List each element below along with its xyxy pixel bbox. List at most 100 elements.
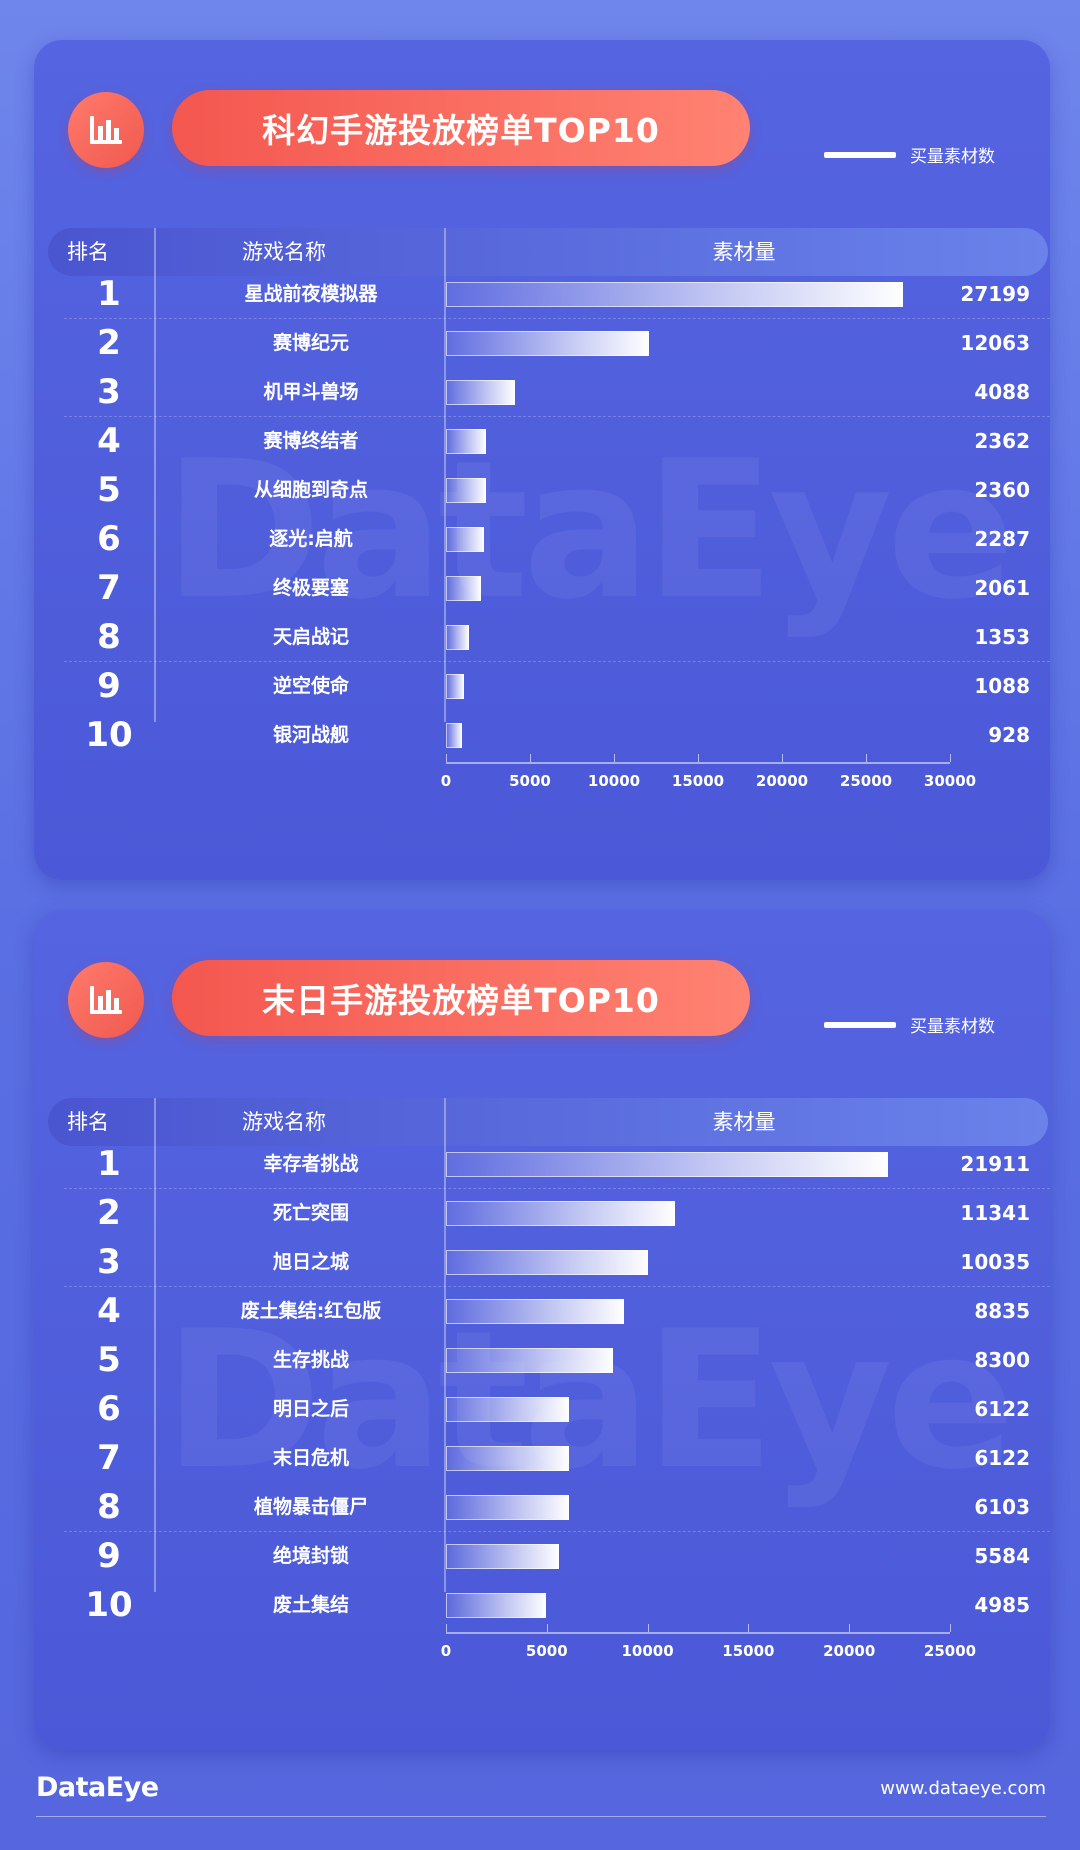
column-divider (444, 228, 446, 722)
value-label: 5584 (974, 1544, 1030, 1568)
header-rank: 排名 (67, 1110, 109, 1134)
header-value: 素材量 (712, 1110, 776, 1134)
rank-label: 10 (85, 1585, 133, 1625)
x-tick (748, 1624, 750, 1632)
rank-label: 1 (97, 274, 121, 314)
bar (446, 1397, 570, 1422)
bar (446, 674, 465, 699)
chart-card-apocalypse: DataEye 末日手游投放榜单TOP10 买量素材数 排名 游戏名称 素材量 … (34, 910, 1050, 1750)
legend-label: 买量素材数 (910, 147, 995, 167)
bar (446, 1544, 559, 1569)
table-row: 9 绝境封锁 5584 (64, 1532, 1050, 1581)
rank-label: 3 (97, 1242, 121, 1282)
game-name-label: 从细胞到奇点 (253, 479, 368, 501)
x-tick-label: 20000 (823, 1642, 876, 1660)
rank-label: 6 (97, 1389, 121, 1429)
bar (446, 1495, 570, 1520)
value-label: 6103 (974, 1495, 1030, 1519)
x-tick-label: 15000 (671, 772, 725, 790)
game-name-label: 银河战舰 (272, 724, 349, 746)
rank-label: 3 (97, 372, 121, 412)
column-divider (154, 1098, 156, 1592)
game-name-label: 星战前夜模拟器 (244, 283, 378, 305)
value-label: 4088 (974, 380, 1030, 404)
bar (446, 1152, 888, 1177)
game-name-label: 旭日之城 (272, 1251, 349, 1273)
game-name-label: 生存挑战 (272, 1349, 349, 1371)
column-divider (444, 1098, 446, 1592)
value-label: 2360 (974, 478, 1030, 502)
x-axis-line (446, 762, 950, 764)
x-tick (446, 754, 447, 762)
game-name-label: 末日危机 (272, 1447, 349, 1469)
game-name-label: 赛博终结者 (263, 430, 359, 452)
value-label: 1353 (974, 625, 1030, 649)
game-name-label: 赛博纪元 (272, 332, 349, 354)
game-name-label: 终极要塞 (272, 577, 349, 599)
table-row: 8 植物暴击僵尸 6103 (64, 1483, 1050, 1532)
value-label: 928 (988, 723, 1030, 747)
row-separator (64, 416, 1050, 417)
value-label: 12063 (960, 331, 1030, 355)
watermark: DataEye (164, 1290, 1015, 1511)
game-name-label: 逐光:启航 (269, 528, 353, 550)
rank-label: 8 (97, 1487, 121, 1527)
value-label: 6122 (974, 1446, 1030, 1470)
footer-url[interactable]: www.dataeye.com (880, 1778, 1046, 1799)
game-name-label: 幸存者挑战 (263, 1153, 359, 1175)
game-name-label: 废土集结 (272, 1594, 349, 1616)
x-tick (950, 1624, 951, 1632)
x-tick (614, 754, 615, 762)
bar (446, 1201, 675, 1226)
x-tick-label: 20000 (755, 772, 809, 790)
chart-title: 末日手游投放榜单TOP10 (172, 960, 750, 1036)
row-separator (64, 661, 1050, 662)
x-tick-label: 30000 (923, 772, 977, 790)
game-name-label: 逆空使命 (272, 675, 349, 697)
table-row: 6 逐光:启航 2287 (64, 515, 1050, 564)
x-tick-label: 0 (440, 772, 452, 790)
bar (446, 1348, 614, 1373)
rank-label: 9 (97, 1536, 121, 1576)
table-row: 3 旭日之城 10035 (64, 1238, 1050, 1287)
x-tick-label: 25000 (839, 772, 893, 790)
rank-label: 7 (97, 568, 121, 608)
x-tick (950, 754, 951, 762)
x-tick-label: 0 (440, 1642, 452, 1660)
x-tick-label: 5000 (509, 772, 551, 790)
x-tick (446, 1624, 447, 1632)
rank-label: 2 (97, 323, 121, 363)
rank-label: 5 (97, 470, 121, 510)
value-label: 27199 (960, 282, 1030, 306)
value-label: 6122 (974, 1397, 1030, 1421)
value-label: 11341 (960, 1201, 1030, 1225)
x-tick-label: 10000 (621, 1642, 674, 1660)
table-row: 7 末日危机 6122 (64, 1434, 1050, 1483)
footer-logo: DataEye (36, 1772, 159, 1803)
rank-label: 4 (97, 1291, 121, 1331)
legend: 买量素材数 (824, 1012, 995, 1037)
x-tick (866, 754, 867, 762)
table-row: 4 废土集结:红包版 8835 (64, 1287, 1050, 1336)
bar (446, 1250, 649, 1275)
bar (446, 282, 903, 307)
rank-label: 8 (97, 617, 121, 657)
bar (446, 625, 469, 650)
x-tick (647, 1624, 649, 1632)
chart-card-scifi: DataEye 科幻手游投放榜单TOP10 买量素材数 排名 游戏名称 素材量 … (34, 40, 1050, 880)
bar (446, 1299, 625, 1324)
table-header: 排名 游戏名称 素材量 (48, 1098, 1048, 1146)
rank-label: 7 (97, 1438, 121, 1478)
rank-label: 6 (97, 519, 121, 559)
table-row: 8 天启战记 1353 (64, 613, 1050, 662)
x-tick-label: 10000 (587, 772, 641, 790)
table-row: 7 终极要塞 2061 (64, 564, 1050, 613)
table-row: 5 生存挑战 8300 (64, 1336, 1050, 1385)
legend-swatch (824, 1021, 896, 1028)
rank-label: 2 (97, 1193, 121, 1233)
value-label: 2362 (974, 429, 1030, 453)
bar (446, 478, 486, 503)
x-tick (849, 1624, 851, 1632)
table-row: 2 死亡突围 11341 (64, 1189, 1050, 1238)
chart-title: 科幻手游投放榜单TOP10 (172, 90, 750, 166)
